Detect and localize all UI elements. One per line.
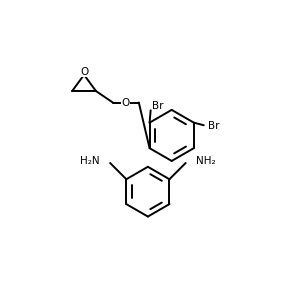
Text: O: O <box>122 98 130 108</box>
Text: H₂N: H₂N <box>80 156 99 166</box>
Text: Br: Br <box>208 121 219 131</box>
Text: NH₂: NH₂ <box>197 156 216 166</box>
Text: Br: Br <box>152 101 164 111</box>
Text: O: O <box>80 67 88 77</box>
